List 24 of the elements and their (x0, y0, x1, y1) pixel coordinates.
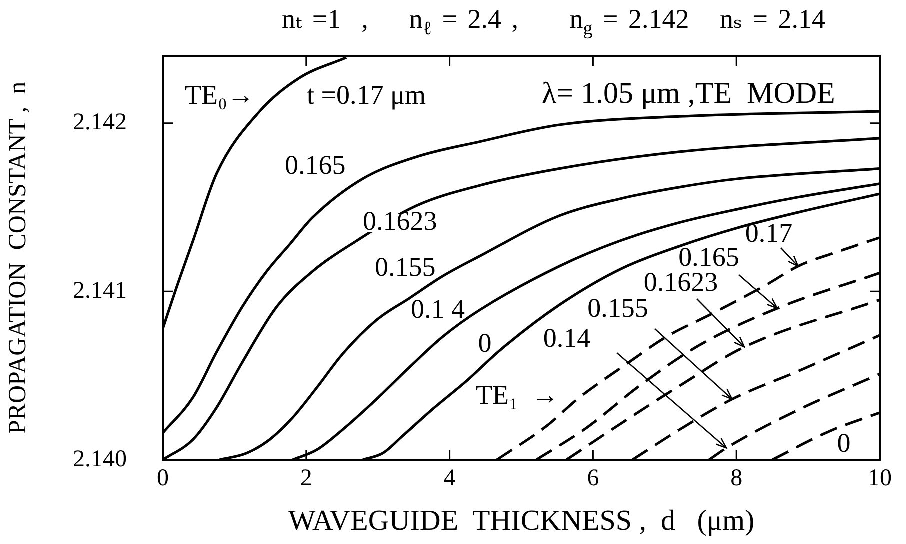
annotation: 0.1623 (363, 206, 438, 236)
annotation: 0.17 (745, 218, 793, 248)
annotation: TE₁ → (476, 380, 559, 410)
annotation: 0.14 (543, 323, 592, 354)
y-tick-label: 2.142 (73, 110, 127, 136)
x-tick-label: 6 (587, 466, 600, 492)
x-tick-label: 2 (300, 466, 312, 492)
annotation: 0.165 (285, 150, 346, 180)
y-axis-title: PROPAGATION CONSTANT , n (4, 81, 32, 434)
annotation: t =0.17 μm (307, 80, 426, 110)
x-tick-label: 10 (868, 466, 892, 492)
annotation: 0.155 (375, 252, 436, 282)
annotation: TE₀→ (185, 80, 254, 110)
y-tick-label: 2.140 (73, 446, 127, 472)
x-tick-label: 4 (444, 466, 456, 492)
series-label: 0.1 4 (411, 294, 466, 324)
y-tick-label: 2.141 (73, 278, 127, 304)
series-label: 0 (837, 428, 851, 458)
x-tick-label: 0 (157, 466, 169, 492)
annotation: λ= 1.05 μm ,TE MODE (542, 76, 836, 110)
chart-title: nₜ =1 , n$_{ℓ}$ = 2.4 , n$_{g}$ = 2.142 nₛ = 2.14 (282, 3, 826, 42)
series-label: 0 (478, 328, 492, 358)
x-axis-title: WAVEGUIDE THICKNESS , d (μm) (288, 505, 755, 538)
x-tick-label: 8 (730, 466, 743, 492)
